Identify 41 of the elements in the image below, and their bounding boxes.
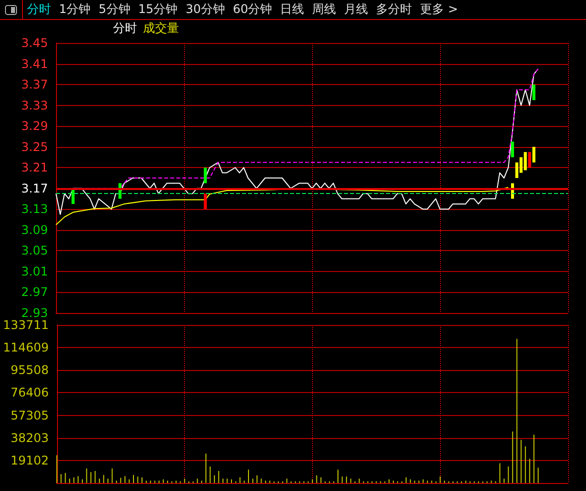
text: 60分钟 xyxy=(232,1,272,18)
y-tick-label: 3.21 xyxy=(21,160,48,175)
y-tick-label: 3.05 xyxy=(21,244,48,258)
y-tick-label: 3.09 xyxy=(21,222,48,237)
bar xyxy=(524,152,527,170)
text: 月线 xyxy=(344,1,368,18)
y-tick-label: 3.25 xyxy=(21,140,48,154)
chart-subtitle: 成交量 xyxy=(143,20,179,36)
chart-title: 分时 xyxy=(113,20,137,36)
bar xyxy=(204,194,207,210)
bar xyxy=(511,142,514,158)
text: 分时 xyxy=(27,1,51,18)
bar xyxy=(532,84,536,100)
y-tick-label: 3.17 xyxy=(21,181,48,196)
text: 周线 xyxy=(312,1,336,18)
text: 日线 xyxy=(280,1,304,18)
y-tick-label: 57305 xyxy=(10,408,49,422)
y-tick-label: 76406 xyxy=(10,386,49,400)
y-tick-label: 2.97 xyxy=(21,285,48,300)
y-tick-label: 19102 xyxy=(10,453,49,468)
text: 更多 > xyxy=(420,1,458,18)
y-tick-label: 2.93 xyxy=(21,306,48,320)
y-tick-label: 95508 xyxy=(10,363,49,378)
y-tick-label: 3.37 xyxy=(21,78,48,92)
y-tick-label: 3.45 xyxy=(21,36,48,50)
y-tick-label: 3.01 xyxy=(21,264,48,278)
text: 30分钟 xyxy=(186,1,225,18)
y-tick-label: 114609 xyxy=(2,340,49,355)
text: 15分钟 xyxy=(138,1,178,18)
y-tick-label: 133711 xyxy=(2,318,49,332)
text: 1分钟 xyxy=(59,1,91,18)
text: 多分时 xyxy=(376,1,412,18)
y-tick-label: 3.13 xyxy=(21,202,48,216)
bar xyxy=(532,146,536,162)
bar xyxy=(204,168,207,184)
y-tick-label: 3.29 xyxy=(21,119,48,134)
text: 5分钟 xyxy=(98,1,130,18)
y-tick-label: 3.41 xyxy=(21,56,48,71)
bar xyxy=(528,152,532,168)
y-tick-label: 38203 xyxy=(10,430,49,445)
y-tick-label: 3.33 xyxy=(21,98,48,112)
